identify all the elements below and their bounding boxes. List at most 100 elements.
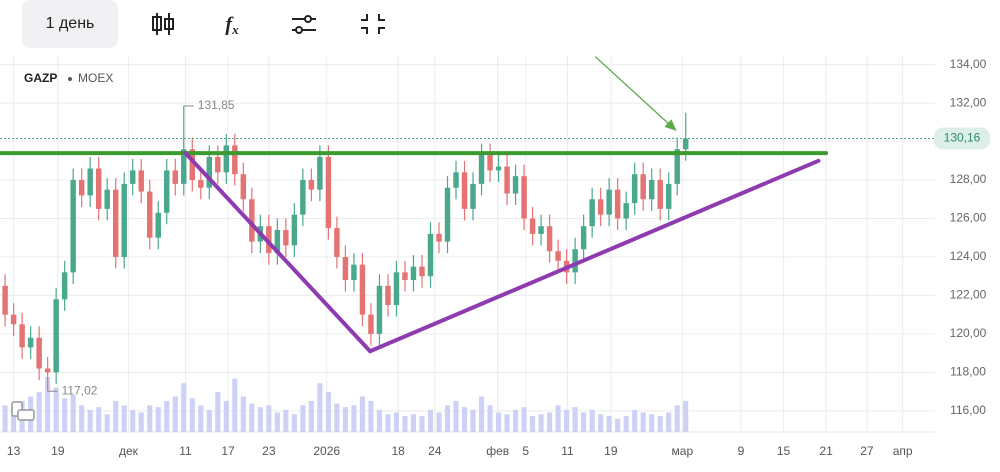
candle-body — [631, 174, 638, 204]
extreme-label: 131,85 — [198, 98, 235, 112]
candle-body — [529, 218, 536, 234]
volume-bar — [104, 414, 110, 432]
last-price-label: 130,16 — [944, 131, 981, 145]
x-tick-label: 21 — [819, 444, 833, 458]
volume-bar — [368, 400, 374, 432]
volume-bar — [581, 412, 587, 432]
candle-body — [240, 174, 247, 200]
volume-bar — [513, 409, 519, 432]
candle-body — [487, 155, 493, 171]
candle-body — [198, 180, 204, 188]
candle-body — [572, 249, 578, 273]
candle-body — [334, 228, 340, 257]
candle-body — [342, 256, 349, 281]
volume-bar — [385, 414, 391, 432]
candle-body — [61, 272, 68, 300]
volume-bar — [640, 412, 646, 432]
x-tick-label: 18 — [391, 444, 405, 458]
volume-bar — [138, 412, 144, 432]
candle-body — [597, 199, 604, 215]
candle-body — [27, 337, 34, 348]
volume-bar — [504, 414, 510, 432]
volume-bar — [427, 409, 434, 432]
y-tick-label: 122,00 — [950, 288, 987, 302]
candle-body — [164, 170, 170, 213]
volume-bar — [351, 405, 357, 432]
x-tick-label: фев — [486, 444, 509, 458]
candles-icon[interactable] — [152, 13, 174, 35]
volume-bar — [572, 407, 578, 432]
volume-bar — [461, 407, 468, 432]
x-tick-label: 9 — [738, 444, 745, 458]
volume-bar — [79, 405, 85, 432]
trend-line — [183, 151, 821, 354]
candle-body — [674, 149, 680, 184]
y-tick-label: 124,00 — [950, 249, 987, 263]
candle-body — [189, 149, 195, 181]
volume-bar — [589, 409, 595, 432]
candle-body — [385, 285, 391, 306]
settings-icon[interactable] — [292, 15, 316, 34]
candle-body — [274, 230, 281, 254]
x-tick-label: 24 — [428, 444, 442, 458]
y-tick-label: 128,00 — [950, 172, 987, 186]
candle-body — [19, 324, 25, 348]
volume-bar — [393, 412, 400, 432]
candle-body — [129, 170, 136, 184]
x-tick-label: дек — [119, 444, 139, 458]
volume-bar — [564, 409, 570, 432]
exchange: MOEX — [78, 71, 113, 85]
candle-body — [580, 226, 587, 250]
candle-body — [555, 251, 561, 261]
volume-bar — [113, 400, 119, 432]
candle-body — [614, 189, 621, 219]
candle-body — [665, 183, 672, 209]
volume-bar — [308, 400, 314, 432]
candle-body — [478, 155, 485, 184]
volume-bar — [121, 405, 127, 432]
volume-bar — [36, 392, 42, 432]
candle-body — [249, 199, 255, 242]
volume-bar — [147, 405, 153, 432]
volume-bar — [87, 409, 93, 432]
x-tick-label: 2026 — [313, 444, 340, 458]
volume-bar — [274, 412, 280, 432]
candle-body — [44, 368, 51, 373]
candle-body — [402, 272, 408, 281]
volume-bar — [453, 400, 459, 432]
volume-bar — [181, 383, 187, 432]
volume-bar — [666, 412, 672, 432]
candle-body — [325, 156, 332, 229]
candle-body — [308, 180, 315, 190]
x-tick-label: 17 — [221, 444, 235, 458]
candle-body — [393, 272, 400, 306]
volume-bar — [521, 407, 527, 432]
candle-body — [291, 214, 298, 246]
fullscreen-icon[interactable] — [361, 14, 385, 34]
candle-body — [589, 199, 595, 227]
volume-bar — [334, 403, 340, 432]
ruler-icon[interactable] — [11, 401, 35, 421]
volume-bar — [232, 378, 238, 432]
volume-bar — [215, 392, 221, 432]
x-tick-label: 19 — [604, 444, 618, 458]
candle-body — [232, 145, 238, 175]
candle-body — [283, 230, 289, 246]
last-price-box — [934, 127, 990, 150]
volume-bar — [189, 398, 195, 432]
x-tick-label: 27 — [860, 444, 874, 458]
interval-button[interactable] — [22, 0, 118, 48]
volume-bar — [257, 407, 263, 432]
volume-bar — [530, 416, 536, 432]
candle-body — [436, 233, 442, 242]
candle-body — [53, 299, 59, 373]
candle-body — [2, 285, 8, 315]
volume-bar — [2, 405, 8, 432]
volume-bar — [547, 412, 553, 432]
volume-bar — [632, 409, 638, 432]
volume-bar — [478, 396, 485, 432]
volume-bar — [470, 409, 476, 432]
candle-body — [10, 314, 17, 325]
